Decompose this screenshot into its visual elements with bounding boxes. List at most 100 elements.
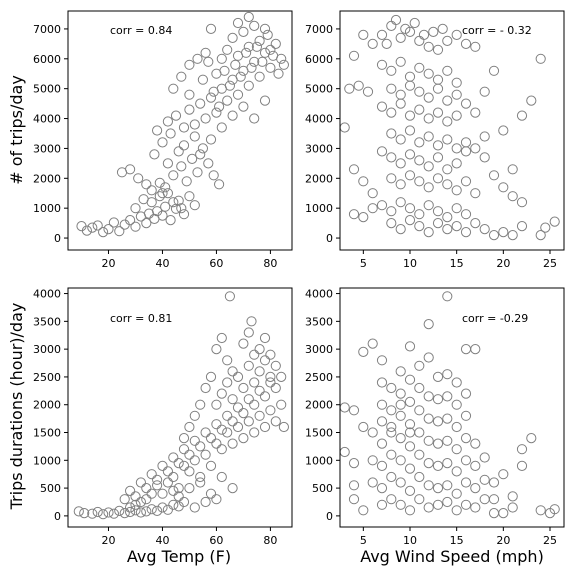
scatter-point [203,56,214,67]
scatter-point [81,225,93,236]
scatter-point [273,68,284,79]
y-tick-label: 4000 [33,288,61,301]
scatter-point [189,435,200,446]
scatter-point [205,371,217,382]
scatter-point [442,224,453,235]
scatter-point [460,499,472,510]
y-tick-label: 3500 [33,315,61,328]
scatter-point [249,20,260,31]
scatter-point [367,188,378,199]
scatter-point [395,399,406,410]
scatter-point [479,86,490,97]
scatter-point [119,507,130,519]
scatter-point [157,460,168,471]
scatter-point [479,224,490,235]
scatter-point [178,460,190,471]
scatter-point [516,444,528,455]
scatter-point [488,494,500,505]
scatter-point [507,502,518,513]
scatter-point [367,203,378,214]
scatter-point [219,65,230,76]
scatter-point [254,35,265,47]
y-tick-label: 4000 [33,113,61,126]
scatter-point [488,230,500,241]
scatter-point [442,291,453,302]
scatter-point [386,471,397,483]
y-tick-label: 0 [54,510,61,523]
scatter-point [386,107,397,118]
scatter-point [216,53,227,64]
scatter-point [442,116,453,127]
y-tick-label: 3000 [305,142,333,155]
scatter-point [479,131,490,142]
scatter-point [200,113,211,124]
scatter-point [395,433,406,444]
scatter-point [442,391,453,402]
scatter-point [423,92,434,103]
scatter-point [362,86,374,97]
scatter-point [432,499,444,510]
scatter-point [507,191,518,202]
correlation-annotation: corr = 0.84 [110,24,172,37]
scatter-point [254,366,265,377]
scatter-point [205,134,217,145]
scatter-point [211,107,222,118]
scatter-point [178,122,190,133]
scatter-point [376,101,388,112]
scatter-point [404,485,416,496]
scatter-point [470,502,481,513]
scatter-point [208,170,219,181]
scatter-point [395,158,406,169]
scatter-point [414,35,425,47]
scatter-point [170,110,182,121]
scatter-point [460,38,472,50]
scatter-point [395,224,406,235]
scatter-point [549,216,560,227]
scatter-point [432,394,444,405]
scatter-point [432,74,444,85]
scatter-point [358,505,369,516]
scatter-point [216,388,227,399]
scatter-point [168,485,179,496]
scatter-point [270,382,281,394]
scatter-point [222,95,233,106]
scatter-point [367,477,378,488]
scatter-point [241,47,252,58]
scatter-point [460,344,472,355]
scatter-point [227,110,238,121]
scatter-point [249,349,260,360]
scatter-point [152,125,163,136]
scatter-point [173,483,184,494]
y-tick-label: 2000 [305,399,333,412]
scatter-point [423,458,434,469]
scatter-point [376,29,388,41]
scatter-point [162,477,173,488]
scatter-point [98,509,109,520]
scatter-point [386,128,397,139]
y-tick-label: 7000 [305,23,333,36]
scatter-point [238,382,249,394]
scatter-point [173,458,184,469]
scatter-point [442,65,453,76]
scatter-point [376,416,388,427]
scatter-point [214,101,225,112]
scatter-point [98,227,109,238]
scatter-point [184,191,195,202]
scatter-point [232,421,244,433]
scatter-point [222,355,233,366]
scatter-point [348,458,360,469]
scatter-point [162,466,173,477]
scatter-point [265,371,276,382]
scatter-point [339,402,350,413]
scatter-point [460,433,472,444]
scatter-point [470,344,481,355]
scatter-point [146,504,157,515]
scatter-point [230,59,241,70]
scatter-point [395,56,406,67]
scatter-point [200,449,211,460]
scatter-point [339,122,350,133]
scatter-point [270,38,281,50]
scatter-point [168,170,179,181]
scatter-point [404,170,416,181]
scatter-point [238,26,249,37]
